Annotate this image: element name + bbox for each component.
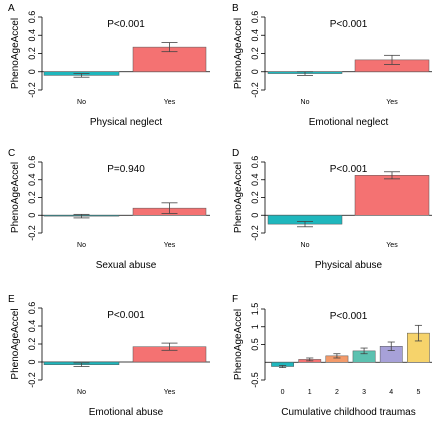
panel-c-y-tick-label: 0.6 [27,156,37,169]
panel-b-y-tick-label: -0.2 [250,82,260,98]
panel-a-x-tick-label: Yes [164,99,176,106]
panel-a-x-axis-label: Physical neglect [90,117,162,128]
panel-c-y-tick-label: -0.2 [27,225,37,241]
panel-f-y-axis-label: PhenoAgeAccel [233,309,244,380]
panel-a-p-value: P<0.001 [107,19,145,30]
panel-e-y-tick-label: 0.6 [27,302,37,315]
panel-f-p-value: P<0.001 [330,311,368,322]
panel-d-y-tick-label: 0.2 [250,191,260,204]
panel-f-y-tick-label: 1.5 [250,303,260,316]
panel-b-y-tick-label: 0.6 [250,11,260,24]
panel-e-letter: E [8,294,15,305]
panel-e-x-axis-label: Emotional abuse [89,407,164,418]
panel-b-y-axis-label: PhenoAgeAccel [233,18,244,89]
panel-b-x-tick-label: Yes [386,99,398,106]
panel-d-p-value: P<0.001 [330,164,368,175]
panel-b-x-axis-label: Emotional neglect [309,117,389,128]
panel-d-y-tick-label: 0.6 [250,156,260,169]
panel-f-y-tick-label: 1 [250,324,260,329]
panel-f-x-axis-label: Cumulative childhood traumas [281,407,416,418]
panel-e-x-tick-label: No [77,389,86,396]
panel-c-x-tick-label: Yes [164,242,176,249]
panel-f-y-tick-label: 0.5 [250,338,260,351]
panel-a-y-tick-label: 0.2 [27,47,37,60]
panel-a-y-tick-label: 0.6 [27,11,37,24]
panel-b-p-value: P<0.001 [330,19,368,30]
panel-d-y-tick-label: 0.4 [250,173,260,186]
panel-d-x-tick-label: Yes [386,242,398,249]
panel-e-y-tick-label: 0.4 [27,320,37,333]
panel-c-y-tick-label: 0.2 [27,191,37,204]
panel-f-x-tick-label: 3 [362,389,366,396]
panel-d-bar [354,175,430,216]
panel-f-y-tick-label: -0.5 [250,372,260,388]
panel-e-x-tick-label: Yes [164,389,176,396]
panel-d-x-axis-label: Physical abuse [315,260,383,271]
panel-d-y-tick-label: -0.2 [250,225,260,241]
panel-f-letter: F [232,294,238,305]
panel-b-y-tick-label: 0.4 [250,29,260,42]
panel-b-letter: B [232,3,239,14]
panel-c-y-tick-label: 0.4 [27,173,37,186]
panel-a-y-tick-label: 0 [27,69,37,74]
panel-a-y-tick-label: 0.4 [27,29,37,42]
panel-c-y-axis-label: PhenoAgeAccel [10,162,21,233]
panel-e-y-tick-label: -0.2 [27,372,37,388]
panel-f-x-tick-label: 4 [389,389,393,396]
panel-f-x-tick-label: 5 [416,389,420,396]
panel-c-x-tick-label: No [77,242,86,249]
panel-b-y-tick-label: 0.2 [250,47,260,60]
panel-c-p-value: P=0.940 [107,164,145,175]
panel-a-x-tick-label: No [77,99,86,106]
panel-c-y-tick-label: 0 [27,213,37,218]
panel-f-x-tick-label: 1 [308,389,312,396]
panel-a-y-tick-label: -0.2 [27,82,37,98]
panel-a-y-axis-label: PhenoAgeAccel [10,18,21,89]
panel-c-letter: C [8,148,15,159]
panel-e-y-tick-label: 0.2 [27,338,37,351]
panel-f-x-tick-label: 2 [335,389,339,396]
panel-d-letter: D [232,148,239,159]
panel-d-x-tick-label: No [301,242,310,249]
panel-b-x-tick-label: No [301,99,310,106]
panel-c-x-axis-label: Sexual abuse [96,260,157,271]
panel-f-x-tick-label: 0 [281,389,285,396]
panel-e-p-value: P<0.001 [107,310,145,321]
panel-b-y-tick-label: 0 [250,69,260,74]
panel-d-y-axis-label: PhenoAgeAccel [233,162,244,233]
panel-e-y-axis-label: PhenoAgeAccel [10,308,21,379]
panel-e-y-tick-label: 0 [27,359,37,364]
panel-a-letter: A [8,3,15,14]
panel-d-y-tick-label: 0 [250,213,260,218]
